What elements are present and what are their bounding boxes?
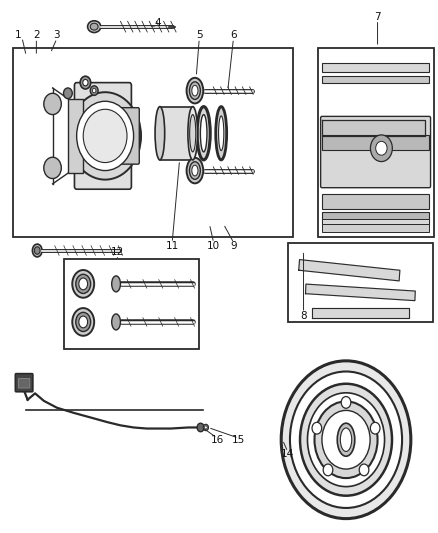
Circle shape bbox=[300, 384, 392, 496]
Bar bbox=[318, 48, 434, 237]
Circle shape bbox=[307, 393, 385, 487]
Bar bbox=[64, 259, 199, 349]
Ellipse shape bbox=[32, 244, 42, 257]
Ellipse shape bbox=[197, 107, 210, 160]
Bar bbox=[322, 194, 429, 209]
FancyBboxPatch shape bbox=[15, 374, 33, 392]
Text: 15: 15 bbox=[232, 435, 245, 445]
Circle shape bbox=[83, 79, 88, 86]
Ellipse shape bbox=[192, 165, 198, 176]
Circle shape bbox=[69, 92, 141, 180]
Circle shape bbox=[290, 372, 402, 508]
Text: 5: 5 bbox=[196, 30, 203, 40]
Ellipse shape bbox=[88, 21, 101, 33]
Ellipse shape bbox=[72, 308, 94, 336]
Bar bbox=[322, 224, 429, 232]
Ellipse shape bbox=[79, 278, 88, 290]
Text: 3: 3 bbox=[53, 30, 60, 40]
Circle shape bbox=[64, 88, 72, 99]
Text: 11: 11 bbox=[166, 241, 179, 251]
Ellipse shape bbox=[72, 270, 94, 298]
Circle shape bbox=[322, 410, 370, 469]
Ellipse shape bbox=[188, 107, 198, 160]
Bar bbox=[322, 135, 429, 150]
Bar bbox=[288, 243, 433, 322]
Circle shape bbox=[44, 93, 61, 115]
FancyBboxPatch shape bbox=[321, 116, 431, 188]
Bar bbox=[160, 107, 193, 160]
Circle shape bbox=[376, 141, 387, 155]
Circle shape bbox=[90, 86, 98, 95]
Text: 12: 12 bbox=[111, 247, 124, 256]
Polygon shape bbox=[312, 308, 409, 318]
Text: 4: 4 bbox=[154, 18, 161, 28]
Text: 2: 2 bbox=[33, 30, 40, 40]
Circle shape bbox=[281, 361, 411, 519]
Circle shape bbox=[323, 464, 333, 476]
Ellipse shape bbox=[340, 428, 352, 451]
Bar bbox=[322, 76, 429, 83]
Ellipse shape bbox=[76, 312, 91, 332]
Polygon shape bbox=[299, 260, 400, 281]
Circle shape bbox=[371, 135, 392, 161]
Text: 9: 9 bbox=[230, 241, 237, 251]
Text: 6: 6 bbox=[230, 30, 237, 40]
Ellipse shape bbox=[215, 107, 227, 160]
Circle shape bbox=[197, 423, 204, 432]
Ellipse shape bbox=[187, 78, 203, 103]
Circle shape bbox=[312, 422, 321, 434]
Text: 1: 1 bbox=[15, 30, 22, 40]
Ellipse shape bbox=[112, 314, 120, 330]
Circle shape bbox=[80, 76, 91, 89]
Text: 8: 8 bbox=[300, 311, 307, 320]
Circle shape bbox=[205, 426, 207, 429]
Text: 14: 14 bbox=[281, 449, 294, 459]
Text: 7: 7 bbox=[374, 12, 381, 22]
Circle shape bbox=[44, 157, 61, 179]
Text: 16: 16 bbox=[211, 435, 224, 445]
Ellipse shape bbox=[90, 23, 98, 30]
Ellipse shape bbox=[34, 247, 40, 254]
Ellipse shape bbox=[190, 115, 196, 152]
Bar bbox=[322, 63, 429, 72]
FancyBboxPatch shape bbox=[74, 83, 131, 189]
Circle shape bbox=[203, 424, 208, 431]
Polygon shape bbox=[306, 284, 415, 301]
Circle shape bbox=[77, 101, 134, 171]
Bar bbox=[13, 48, 293, 237]
FancyBboxPatch shape bbox=[119, 108, 139, 164]
Text: 10: 10 bbox=[207, 241, 220, 251]
Ellipse shape bbox=[189, 82, 200, 100]
Circle shape bbox=[314, 401, 378, 478]
Bar bbox=[68, 99, 83, 173]
Ellipse shape bbox=[76, 274, 91, 294]
FancyBboxPatch shape bbox=[18, 378, 30, 388]
Circle shape bbox=[83, 109, 127, 163]
Ellipse shape bbox=[337, 423, 355, 456]
Ellipse shape bbox=[219, 116, 224, 150]
Circle shape bbox=[92, 88, 96, 93]
Ellipse shape bbox=[192, 85, 198, 96]
Polygon shape bbox=[322, 120, 425, 136]
Ellipse shape bbox=[79, 316, 88, 328]
Ellipse shape bbox=[112, 276, 120, 292]
Circle shape bbox=[371, 422, 380, 434]
Circle shape bbox=[341, 397, 351, 408]
Bar bbox=[322, 219, 429, 224]
Ellipse shape bbox=[155, 107, 165, 160]
Ellipse shape bbox=[189, 162, 200, 179]
Circle shape bbox=[359, 464, 369, 476]
Ellipse shape bbox=[187, 158, 203, 183]
Ellipse shape bbox=[201, 115, 207, 152]
Bar bbox=[322, 212, 429, 224]
